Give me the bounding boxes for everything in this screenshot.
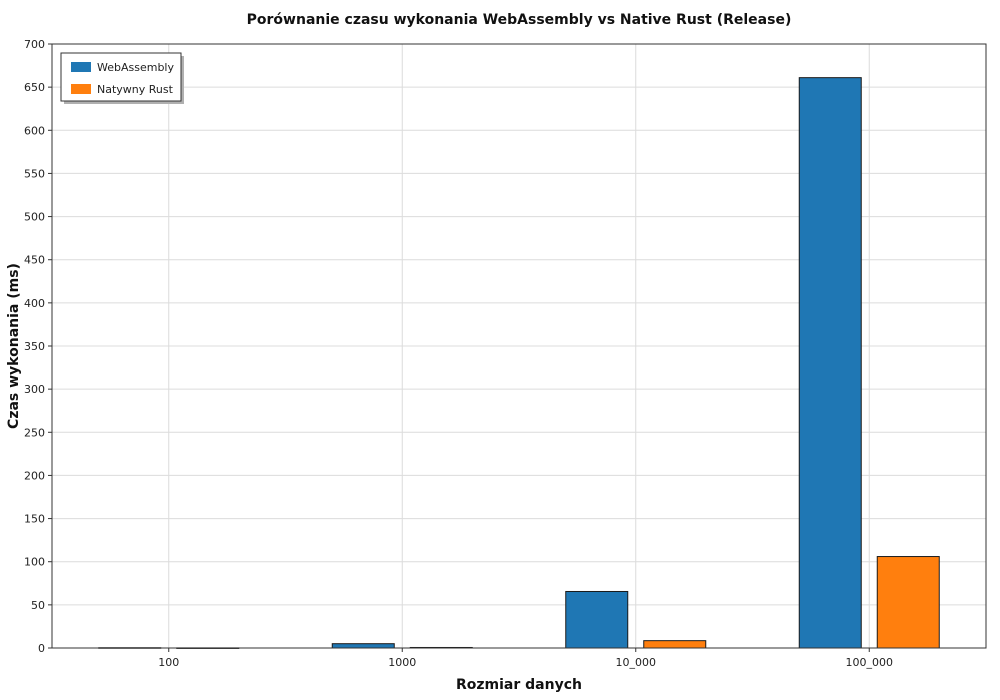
bar-webassembly xyxy=(798,77,862,649)
x-tick-label: 100 xyxy=(158,656,179,669)
y-tick-label: 700 xyxy=(24,38,45,51)
bars xyxy=(98,77,940,649)
x-axis-ticks: 100 1000 10_000 100_000 xyxy=(158,648,893,669)
legend-swatch xyxy=(71,62,91,72)
bar-natywny-rust xyxy=(876,556,940,649)
bar-webassembly xyxy=(331,643,395,649)
y-axis-label: Czas wykonania (ms) xyxy=(6,263,22,429)
y-tick-label: 50 xyxy=(31,599,45,612)
x-axis-label: Rozmiar danych xyxy=(456,677,582,693)
chart-title: Porównanie czasu wykonania WebAssembly v… xyxy=(247,12,792,28)
y-tick-label: 0 xyxy=(38,642,45,655)
y-tick-label: 250 xyxy=(24,426,45,439)
y-tick-label: 600 xyxy=(24,124,45,137)
y-tick-label: 300 xyxy=(24,383,45,396)
y-tick-label: 450 xyxy=(24,254,45,267)
y-tick-label: 650 xyxy=(24,81,45,94)
y-tick-label: 550 xyxy=(24,167,45,180)
x-tick-label: 100_000 xyxy=(846,656,894,669)
legend-label: Natywny Rust xyxy=(97,83,174,96)
y-tick-label: 400 xyxy=(24,297,45,310)
legend: WebAssembly Natywny Rust xyxy=(60,52,184,104)
legend-label: WebAssembly xyxy=(97,61,174,74)
y-tick-label: 100 xyxy=(24,556,45,569)
bar-natywny-rust xyxy=(643,640,707,649)
y-axis-ticks: 0 50 100 150 200 250 300 350 400 450 500 550 600 650 7… xyxy=(24,38,52,655)
x-tick-label: 1000 xyxy=(388,656,416,669)
legend-swatch xyxy=(71,84,91,94)
y-tick-label: 200 xyxy=(24,469,45,482)
x-tick-label: 10_000 xyxy=(616,656,657,669)
bar-webassembly xyxy=(565,590,629,649)
y-tick-label: 500 xyxy=(24,211,45,224)
y-tick-label: 150 xyxy=(24,513,45,526)
y-tick-label: 350 xyxy=(24,340,45,353)
